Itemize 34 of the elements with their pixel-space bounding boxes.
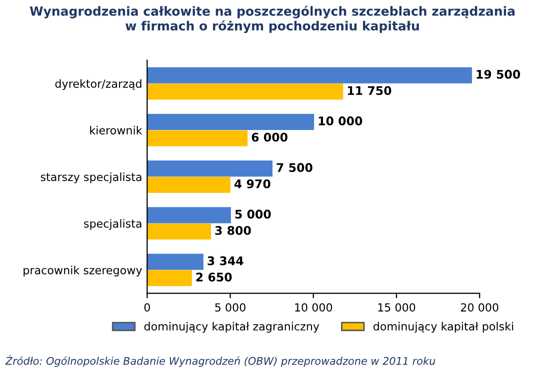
- bar: [147, 207, 231, 224]
- x-tick-label: 10 000: [295, 303, 332, 312]
- y-tick-label: kierownik: [90, 126, 142, 134]
- data-label: 3 800: [215, 226, 251, 235]
- x-tick-label: 15 000: [378, 303, 416, 312]
- legend-label: dominujący kapitał zagraniczny: [144, 322, 320, 333]
- y-tick-label: dyrektor/zarząd: [55, 79, 142, 90]
- x-tick-label: 5 000: [215, 303, 246, 312]
- data-label: 2 650: [196, 272, 232, 282]
- y-tick-label: starszy specjalista: [40, 172, 142, 184]
- data-label: 19 500: [476, 70, 520, 79]
- text: Źródło: Ogólnopolskie Badanie Wynagrodzeń (OBW) przeprowadzone w 2011 roku: [5, 355, 436, 367]
- x-tick-label: 0: [144, 303, 150, 312]
- data-label: 10 000: [318, 116, 362, 126]
- bar: [147, 176, 230, 193]
- bar: [147, 270, 192, 286]
- data-label: 5 000: [235, 210, 271, 219]
- data-label: 4 970: [234, 179, 270, 188]
- data-label: 6 000: [252, 132, 288, 142]
- y-tick-label: specjalista: [84, 219, 142, 230]
- bar: [147, 114, 314, 130]
- bar: [147, 160, 273, 177]
- data-label: 11 750: [348, 86, 392, 96]
- bar: [147, 67, 472, 84]
- y-tick-label: pracownik szeregowy: [24, 266, 142, 276]
- bar: [147, 84, 344, 100]
- data-label: 3 344: [208, 256, 244, 266]
- legend-label: dominujący kapitał polski: [373, 322, 514, 333]
- chart-title: Wynagrodzenia całkowite na poszczególnych szczeblach zarządzania w firmach o różnym pochodzeniu kapitału: [30, 6, 515, 34]
- bar: [147, 130, 248, 146]
- bar: [147, 223, 212, 240]
- data-label: 7 500: [276, 163, 312, 172]
- bar: [147, 254, 204, 270]
- x-tick-label: 20 000: [460, 303, 498, 312]
